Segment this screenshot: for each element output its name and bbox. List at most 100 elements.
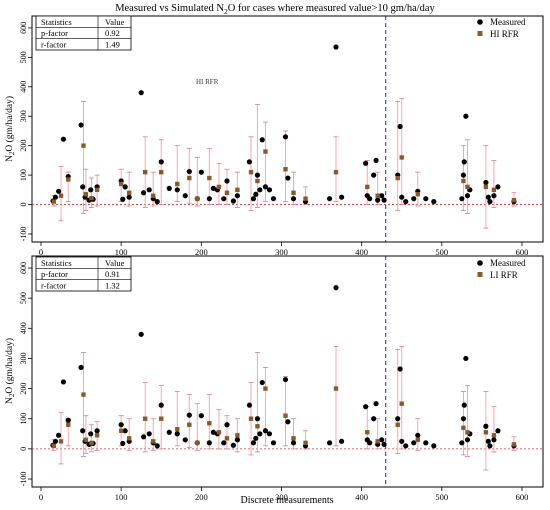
y-axis-label-top-part-1: N [5, 155, 15, 162]
x-tick-label: 300 [275, 492, 288, 502]
x-tick-label: 100 [115, 247, 128, 257]
simulated-point [263, 386, 268, 391]
y-axis-label-bottom: N2O (gm/ha/day) [4, 338, 16, 404]
measured-point [363, 160, 369, 166]
legend-bottom: Measured LI RFR [477, 258, 526, 280]
measured-point [246, 159, 253, 165]
y-tick-label: 600 [19, 22, 28, 34]
simulated-point [395, 422, 400, 427]
measured-point [120, 196, 126, 202]
simulated-point [255, 424, 260, 429]
legend-measured-label: Measured [490, 17, 526, 27]
legend-simulated-label: LI RFR [490, 270, 518, 280]
measured-point [60, 136, 67, 142]
stats-row-label: p-factor [41, 269, 68, 279]
measured-point [122, 428, 128, 434]
measured-point [367, 196, 373, 202]
simulated-point [118, 181, 124, 187]
measured-point [399, 194, 405, 200]
y-tick-label: 500 [19, 51, 28, 63]
measured-point [262, 428, 269, 434]
stats-row-value: 0.92 [105, 28, 120, 38]
y-tick-label: 400 [19, 322, 28, 334]
measured-point [141, 190, 147, 196]
stats-header-statistics: Statistics [41, 258, 72, 268]
legend-simulated-marker [477, 272, 483, 277]
simulated-point [283, 167, 288, 172]
measured-point [495, 184, 501, 190]
simulated-point [415, 192, 420, 197]
stats-header-value: Value [105, 258, 125, 268]
measured-point [234, 437, 240, 443]
measured-point [379, 437, 385, 443]
measured-point [52, 194, 59, 200]
simulated-point [235, 433, 240, 438]
simulated-point [143, 169, 148, 175]
measured-point [495, 428, 501, 434]
simulated-point [375, 439, 380, 444]
measured-point [198, 413, 204, 419]
measured-point [246, 402, 253, 408]
watermark-label: HI RFR [196, 78, 219, 86]
x-tick-label: 400 [355, 492, 368, 502]
x-tick-label: 100 [115, 492, 128, 502]
measured-point [326, 196, 333, 202]
plot-frame-bottom [31, 255, 544, 488]
y-tick-label: 600 [19, 262, 28, 274]
y-tick-label: 200 [19, 383, 28, 395]
simulated-point [159, 416, 164, 421]
measured-point [166, 185, 172, 191]
measured-point [224, 422, 230, 428]
measured-point [423, 440, 429, 446]
measured-point [431, 199, 437, 205]
measured-point [182, 437, 188, 443]
measured-point [262, 184, 269, 190]
measured-point [423, 196, 429, 202]
simulated-point [175, 181, 180, 187]
measured-point [126, 194, 132, 200]
simulated-point [216, 430, 222, 435]
measured-point [381, 197, 387, 203]
x-tick-label: 0 [39, 492, 43, 502]
simulated-point [365, 430, 370, 435]
measured-point [80, 428, 86, 434]
simulated-point [159, 169, 164, 175]
measured-point [270, 440, 277, 446]
y-axis-label-bottom-part-2: O (gm/ha/day) [4, 338, 15, 394]
measured-point [259, 379, 265, 386]
x-axis-top: 0 100 200 300 400 500 600 [39, 242, 528, 257]
measured-point [182, 193, 188, 199]
simulated-point [66, 422, 71, 427]
legend-simulated-label: HI RFR [490, 29, 519, 39]
measured-point [459, 196, 465, 202]
measured-point [186, 412, 192, 418]
legend-measured-marker [477, 19, 483, 25]
x-tick-label: 200 [195, 492, 208, 502]
simulated-point [207, 175, 212, 181]
measured-point [290, 440, 297, 446]
x-tick-label: 500 [435, 492, 448, 502]
simulated-point [483, 184, 489, 190]
measured-point [363, 404, 369, 410]
simulated-point [399, 401, 404, 406]
measured-point [60, 379, 67, 385]
measured-point [210, 185, 216, 191]
measured-point [367, 440, 373, 446]
legend-measured-marker [477, 260, 483, 266]
y-tick-label: 0 [19, 447, 28, 451]
simulated-point [94, 433, 100, 438]
measured-point [257, 187, 263, 193]
measured-point [333, 285, 339, 291]
simulated-point [151, 193, 156, 198]
x-tick-label: 500 [435, 247, 448, 257]
measured-point [399, 438, 405, 444]
simulated-point [66, 177, 71, 182]
measured-point [78, 122, 84, 128]
legend-simulated-marker [477, 31, 483, 36]
measured-point [253, 191, 259, 197]
measured-point [259, 137, 265, 143]
measured-point [285, 419, 291, 425]
simulated-point [365, 184, 370, 190]
measured-point [118, 422, 124, 428]
stats-header-statistics: Statistics [41, 17, 72, 27]
